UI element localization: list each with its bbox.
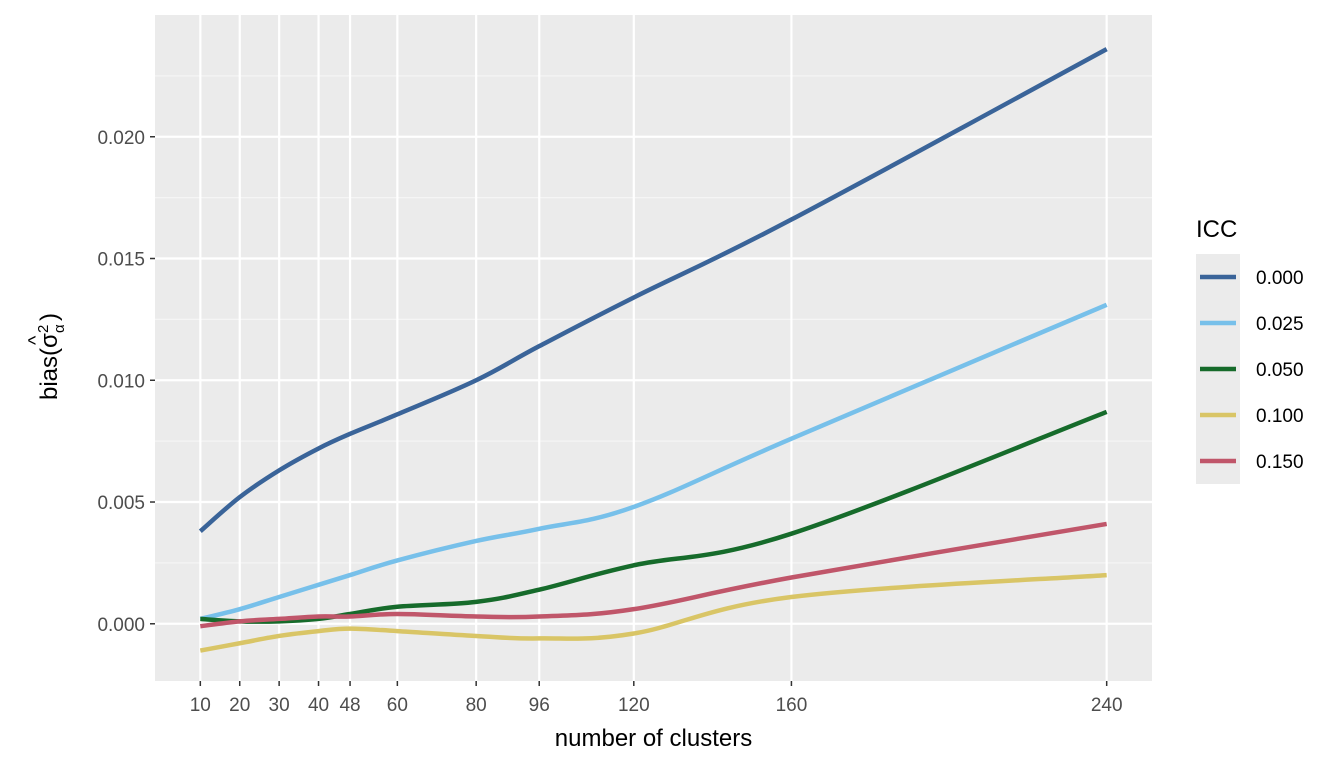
x-axis: 10 20 30 40 48 60 80 96 120 160 240 — [190, 681, 1123, 716]
y-tick-label: 0.015 — [97, 250, 145, 271]
legend-label-2: 0.050 — [1256, 360, 1304, 381]
legend: ICC 0.000 0.025 0.050 0.100 0.150 — [1196, 216, 1304, 484]
major-gridlines — [155, 15, 1152, 681]
y-tick-label: 0.010 — [97, 371, 145, 392]
y-axis: 0.000 0.005 0.010 0.015 0.020 — [97, 128, 155, 636]
x-tick-label: 120 — [618, 695, 650, 716]
x-tick-label: 80 — [466, 695, 487, 716]
x-tick-label: 20 — [229, 695, 250, 716]
series-line-2 — [200, 409, 1108, 624]
series-line-4 — [200, 521, 1108, 629]
legend-items: 0.000 0.025 0.050 0.100 0.150 — [1196, 254, 1304, 484]
x-axis-title: number of clusters — [555, 725, 752, 752]
y-axis-title-suffix: ) — [36, 313, 63, 321]
x-tick-label: 40 — [308, 695, 329, 716]
x-tick-label: 48 — [339, 695, 360, 716]
series-line-3 — [199, 572, 1107, 653]
x-tick-label: 96 — [529, 695, 550, 716]
x-tick-label: 240 — [1091, 695, 1123, 716]
y-axis-title: bias( σ ^ 2 α ) — [25, 313, 68, 400]
x-tick-label: 10 — [190, 695, 211, 716]
x-tick-label: 60 — [387, 695, 408, 716]
y-axis-title-superscript: 2 — [35, 325, 52, 333]
series-lines — [198, 47, 1108, 653]
y-axis-title-hat: ^ — [25, 335, 47, 345]
legend-label-4: 0.150 — [1256, 452, 1304, 473]
legend-label-1: 0.025 — [1256, 314, 1304, 335]
y-tick-label: 0.005 — [97, 493, 145, 514]
legend-label-3: 0.100 — [1256, 406, 1304, 427]
x-tick-label: 30 — [269, 695, 290, 716]
y-tick-label: 0.020 — [97, 128, 145, 149]
plot-panel — [155, 15, 1152, 681]
minor-gridlines — [155, 75, 1152, 564]
y-axis-title-symbol: σ — [36, 333, 63, 348]
legend-title: ICC — [1196, 216, 1237, 243]
x-tick-label: 160 — [776, 695, 808, 716]
legend-label-0: 0.000 — [1256, 268, 1304, 289]
y-axis-title-subscript: α — [51, 324, 68, 333]
series-line-1 — [199, 302, 1108, 622]
y-axis-title-prefix: bias( — [36, 348, 63, 400]
y-tick-label: 0.000 — [97, 615, 145, 636]
series-line-0 — [198, 47, 1108, 533]
